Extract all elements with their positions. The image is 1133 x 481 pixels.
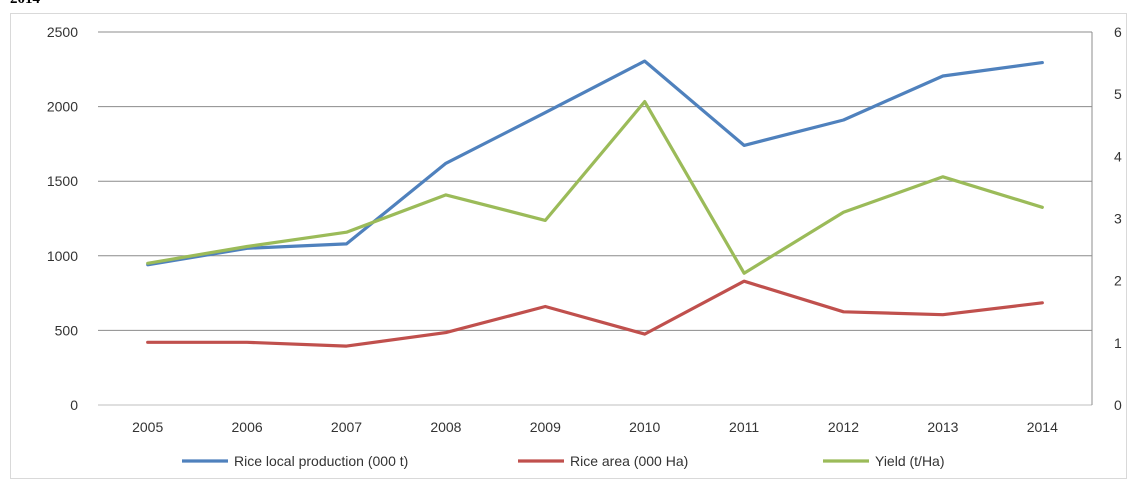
series-line: [146, 99, 1044, 275]
y-left-tick-label: 1000: [47, 248, 78, 264]
legend: Rice local production (000 t) Rice area (…: [182, 453, 945, 469]
x-tick-label: 2011: [729, 419, 759, 435]
legend-label: Rice area (000 Ha): [570, 453, 688, 469]
cropped-title: 2014: [10, 0, 40, 8]
y-right-tick-label: 4: [1114, 148, 1122, 164]
legend-label: Yield (t/Ha): [875, 453, 945, 469]
x-tick-label: 2007: [331, 419, 362, 435]
x-tick-label: 2010: [629, 419, 660, 435]
y-left-tick-label: 2000: [47, 99, 78, 115]
y-right-tick-label: 5: [1114, 86, 1122, 102]
series-line: [146, 279, 1044, 348]
left-axis-ticks: 0 500 1000 1500 2000 2500: [47, 24, 78, 413]
y-right-tick-label: 3: [1114, 211, 1122, 227]
y-right-tick-label: 1: [1114, 335, 1122, 351]
x-axis-ticks: 2005 2006 2007 2008 2009 2010 2011 2012 2013 2014: [132, 419, 1058, 435]
x-tick-label: 2013: [927, 419, 958, 435]
series-lines: [146, 59, 1044, 348]
right-axis-ticks: 0 1 2 3 4 5 6: [1114, 24, 1122, 413]
x-tick-label: 2006: [232, 419, 263, 435]
x-tick-label: 2008: [430, 419, 461, 435]
y-left-tick-label: 2500: [47, 24, 78, 40]
legend-label: Rice local production (000 t): [234, 453, 408, 469]
y-left-tick-label: 0: [70, 397, 78, 413]
chart-frame: [10, 13, 1127, 479]
x-tick-label: 2012: [828, 419, 859, 435]
x-tick-label: 2014: [1027, 419, 1058, 435]
y-right-tick-label: 0: [1114, 397, 1122, 413]
x-tick-label: 2005: [132, 419, 163, 435]
x-tick-label: 2009: [530, 419, 561, 435]
y-right-tick-label: 2: [1114, 273, 1122, 289]
y-right-tick-label: 6: [1114, 24, 1122, 40]
y-left-tick-label: 1500: [47, 173, 78, 189]
series-line: [146, 59, 1044, 267]
y-left-tick-label: 500: [55, 322, 79, 338]
